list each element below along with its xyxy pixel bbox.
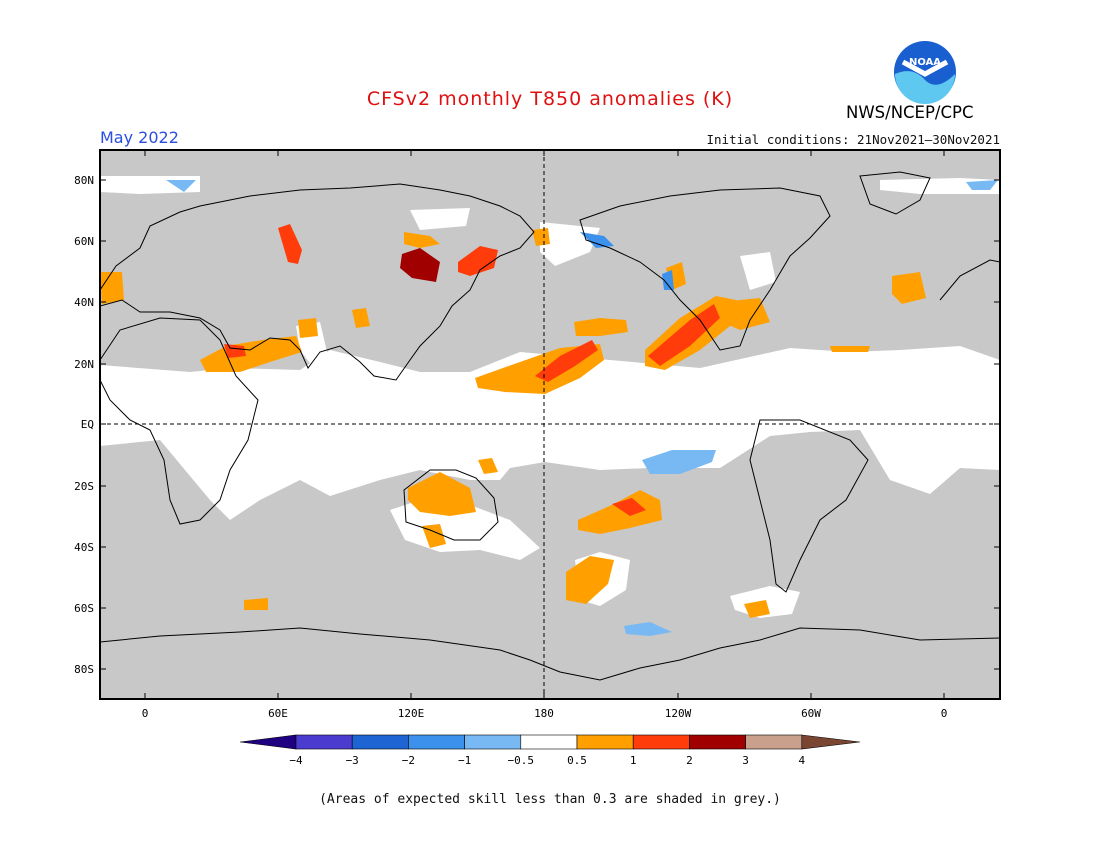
anomaly-indian-ocean-south	[244, 598, 268, 610]
anomaly-southern-ocean	[566, 556, 614, 604]
coastline-eurasia	[100, 183, 535, 381]
anomaly-eastern-us	[720, 298, 770, 330]
anomaly-mediterranean	[892, 272, 926, 304]
colorbar-label: −4	[289, 754, 303, 767]
white-patch-canada	[740, 252, 776, 290]
anomaly-south-australia	[422, 524, 446, 548]
coastline-africa	[100, 317, 259, 525]
white-patch-siberia	[410, 208, 470, 230]
colorbar-bin	[745, 734, 803, 750]
map-title: CFSv2 monthly T850 anomalies (K)	[366, 88, 734, 110]
anomaly-equatorial-pacific-cool	[642, 450, 716, 474]
coastline-north-america	[579, 187, 831, 351]
anomaly-drake-cool	[624, 622, 672, 636]
logo-text: NOAA	[909, 57, 941, 68]
lat-label: 20S	[74, 480, 94, 493]
colorbar-label: 1	[630, 754, 637, 767]
anomaly-antarctic-coast	[744, 600, 770, 618]
coastline-south-america	[749, 419, 869, 593]
anomaly-west-canada-cool	[662, 270, 674, 290]
colorbar-bin	[632, 734, 690, 750]
anomaly-central-pacific-core	[535, 340, 598, 382]
lon-label: 120W	[665, 707, 692, 720]
lon-label: 180	[534, 707, 554, 720]
anomaly-arctic-cool	[166, 180, 196, 192]
anomaly-kamchatka	[458, 246, 498, 276]
colorbar-arrow-left	[239, 734, 297, 750]
colorbar-bin	[295, 734, 353, 750]
anomaly-greenland-cool	[966, 180, 998, 190]
warm-anomalies	[100, 224, 926, 618]
agency-label: NWS/NCEP/CPC	[846, 103, 974, 122]
lat-label: 40S	[74, 541, 94, 554]
colorbar-bin	[520, 734, 578, 750]
colorbar-bin	[464, 734, 522, 750]
initial-conditions: Initial conditions: 21Nov2021–30Nov2021	[706, 132, 1001, 147]
anomaly-east-siberia	[400, 248, 440, 282]
lon-label: 60E	[268, 707, 288, 720]
coastline-australia	[403, 469, 499, 541]
anomaly-north-pacific-band	[574, 318, 628, 336]
noaa-logo: NOAA	[894, 41, 956, 104]
colorbar-label: 3	[742, 754, 749, 767]
lon-label: 0	[941, 707, 948, 720]
colorbar-bin	[689, 734, 746, 750]
colorbar-label: −0.5	[508, 754, 535, 767]
anomaly-alaska-cool	[580, 232, 614, 248]
coastline-greenland	[859, 171, 931, 215]
longitude-labels: 0 60E 120E 180 120W 60W 0	[142, 707, 948, 720]
lon-label: 60W	[801, 707, 821, 720]
lat-label: 80N	[74, 174, 94, 187]
skill-footnote: (Areas of expected skill less than 0.3 a…	[319, 792, 781, 807]
anomaly-east-pacific-core	[648, 304, 720, 366]
colorbar-arrow-right	[801, 734, 861, 750]
colorbar-bin	[576, 734, 634, 750]
colorbar-label: 2	[686, 754, 693, 767]
lat-label: EQ	[81, 418, 94, 431]
colorbar-label: 0.5	[567, 754, 587, 767]
anomaly-west-europe	[100, 272, 124, 304]
forecast-month: May 2022	[100, 128, 179, 147]
coastlines	[100, 171, 1000, 681]
anomaly-sw-pacific-small	[478, 458, 498, 474]
colorbar-label: 4	[798, 754, 805, 767]
colorbar-label: −3	[346, 754, 359, 767]
cool-anomalies	[166, 180, 998, 636]
lon-label: 120E	[398, 707, 425, 720]
anomaly-bering	[532, 228, 550, 246]
anomaly-west-russia	[278, 224, 302, 264]
tropical-white-band	[100, 346, 1000, 520]
colorbar: −4 −3 −2 −1 −0.5 0.5 1 2 3 4	[239, 734, 861, 767]
colorbar-bin	[408, 734, 465, 750]
lat-label: 20N	[74, 358, 94, 371]
white-patch-australia-south	[390, 500, 540, 560]
anomaly-caribbean	[830, 346, 870, 352]
colorbar-label: −2	[402, 754, 415, 767]
axis-ticks	[100, 150, 1000, 699]
lat-label: 40N	[74, 296, 94, 309]
lat-label: 80S	[74, 663, 94, 676]
anomaly-north-asia-orange	[404, 232, 440, 248]
coastline-antarctica	[100, 627, 1000, 681]
coastline-europe-west	[939, 259, 1000, 301]
anomaly-south-pacific-core	[612, 498, 646, 516]
latitude-labels: 80N 60N 40N 20N EQ 20S 40S 60S 80S	[74, 174, 94, 676]
anomaly-central-asia	[352, 308, 370, 328]
lat-label: 60N	[74, 235, 94, 248]
lon-label: 0	[142, 707, 149, 720]
anomaly-south-pacific	[578, 490, 662, 534]
colorbar-bin	[351, 734, 409, 750]
anomaly-middle-east	[200, 336, 302, 372]
colorbar-label: −1	[458, 754, 471, 767]
anomaly-tibet	[298, 318, 318, 338]
lat-label: 60S	[74, 602, 94, 615]
anomaly-australia	[408, 472, 476, 516]
map-panel	[100, 150, 1000, 699]
